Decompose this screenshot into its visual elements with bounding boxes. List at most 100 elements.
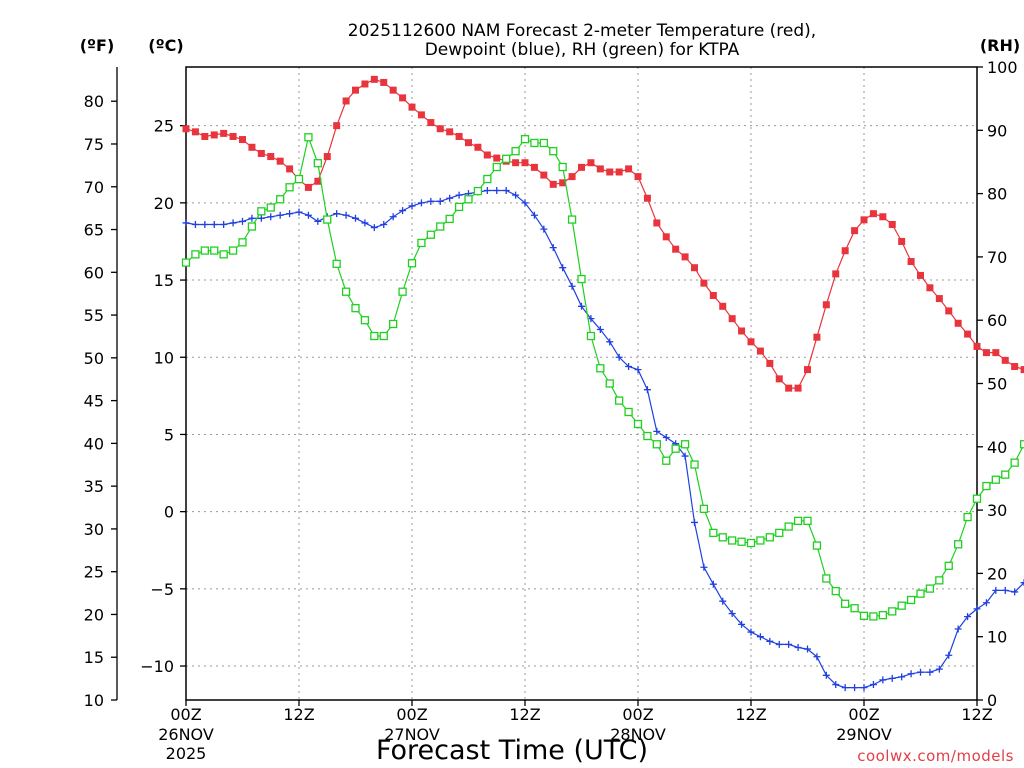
rh-point bbox=[313, 159, 322, 168]
temperature-point bbox=[964, 330, 972, 338]
rh-point bbox=[1010, 458, 1019, 467]
temperature-point bbox=[210, 131, 218, 139]
rh-tick-label: 100 bbox=[987, 58, 1018, 77]
rh-point bbox=[596, 364, 605, 373]
dewpoint-point bbox=[869, 681, 877, 689]
fahrenheit-tick-label: 70 bbox=[84, 178, 104, 197]
temperature-point bbox=[681, 253, 689, 261]
rh-point bbox=[850, 604, 859, 613]
dewpoint-point bbox=[493, 187, 501, 195]
dewpoint-point bbox=[352, 214, 359, 222]
temperature-point bbox=[643, 194, 651, 202]
rh-point bbox=[454, 202, 464, 212]
rh-axis-label: (RH) bbox=[980, 36, 1020, 55]
dewpoint-point bbox=[361, 219, 369, 227]
dewpoint-point bbox=[314, 217, 322, 225]
temperature-point bbox=[728, 315, 736, 323]
dewpoint-series bbox=[182, 187, 1024, 692]
celsius-tick-label: 10 bbox=[154, 348, 174, 367]
dewpoint-point bbox=[964, 613, 972, 621]
temperature-point bbox=[370, 75, 378, 83]
temperature-point bbox=[898, 237, 906, 245]
dewpoint-point bbox=[521, 199, 529, 207]
temperature-point bbox=[888, 220, 896, 228]
temperature-point bbox=[982, 349, 990, 357]
rh-point bbox=[351, 304, 360, 313]
x-tick-label: 12Z bbox=[735, 705, 766, 724]
temperature-point bbox=[465, 139, 472, 147]
temperature-point bbox=[446, 128, 454, 136]
rh-point bbox=[605, 379, 614, 388]
dewpoint-point bbox=[954, 625, 962, 633]
dewpoint-point bbox=[389, 213, 397, 221]
dewpoint-point bbox=[775, 640, 783, 648]
rh-point bbox=[464, 195, 473, 204]
x-tick-label: 00Z bbox=[396, 705, 427, 724]
x-tick-label: 00Z bbox=[170, 705, 201, 724]
rh-point bbox=[181, 258, 191, 267]
temperature-point bbox=[512, 159, 520, 167]
fahrenheit-tick-label: 15 bbox=[84, 648, 104, 667]
fahrenheit-tick-label: 65 bbox=[84, 221, 104, 240]
rh-point bbox=[304, 133, 313, 142]
temperature-series bbox=[182, 75, 1024, 392]
rh-point bbox=[238, 238, 247, 247]
temperature-point bbox=[361, 80, 369, 88]
temperature-point bbox=[399, 94, 407, 102]
dewpoint-point bbox=[304, 211, 312, 219]
celsius-tick-label: −5 bbox=[150, 580, 174, 599]
temperature-point bbox=[248, 143, 256, 151]
fahrenheit-tick-label: 40 bbox=[84, 434, 104, 453]
dewpoint-point bbox=[860, 684, 868, 692]
dewpoint-point bbox=[370, 224, 378, 232]
rh-point bbox=[784, 522, 793, 531]
rh-point bbox=[793, 516, 803, 526]
dewpoint-point bbox=[907, 670, 915, 678]
dewpoint-point bbox=[982, 599, 990, 607]
rh-point bbox=[746, 538, 756, 548]
celsius-tick-label: 0 bbox=[164, 503, 174, 522]
temperature-point bbox=[719, 302, 727, 310]
rh-point bbox=[709, 528, 718, 538]
dewpoint-point bbox=[851, 684, 859, 692]
dewpoint-point bbox=[935, 665, 943, 673]
rh-point bbox=[210, 246, 219, 255]
rh-tick-label: 0 bbox=[987, 691, 997, 710]
dewpoint-point bbox=[662, 434, 670, 442]
temperature-point bbox=[775, 375, 783, 383]
dewpoint-point bbox=[408, 202, 416, 210]
temperature-point bbox=[191, 128, 199, 136]
rh-point bbox=[577, 274, 586, 284]
chart-title-line2: Dewpoint (blue), RH (green) for KTPA bbox=[425, 40, 740, 60]
temperature-point bbox=[220, 129, 228, 137]
temperature-point bbox=[822, 301, 830, 309]
temperature-point bbox=[973, 342, 981, 350]
dewpoint-point bbox=[596, 325, 604, 333]
temperature-point bbox=[568, 173, 576, 181]
dewpoint-point bbox=[380, 220, 388, 228]
temperature-point bbox=[380, 78, 388, 86]
rh-point bbox=[935, 576, 944, 585]
rh-point bbox=[247, 222, 257, 231]
temperature-point bbox=[587, 159, 595, 167]
temperature-point bbox=[954, 319, 962, 327]
temperature-point bbox=[869, 210, 877, 218]
dewpoint-point bbox=[248, 214, 256, 222]
x-axis-title: Forecast Time (UTC) bbox=[376, 735, 648, 766]
temperature-point bbox=[333, 122, 341, 130]
temperature-point bbox=[455, 132, 463, 140]
temperature-point bbox=[474, 143, 482, 151]
dewpoint-point bbox=[436, 197, 444, 205]
dewpoint-point bbox=[917, 668, 924, 676]
rh-point bbox=[266, 203, 275, 212]
temperature-point bbox=[267, 153, 275, 161]
rh-point bbox=[944, 561, 953, 570]
rh-point bbox=[483, 174, 492, 184]
dewpoint-point bbox=[502, 187, 510, 195]
rh-point bbox=[530, 138, 539, 148]
dewpoint-point bbox=[813, 653, 821, 661]
temperature-point bbox=[860, 216, 868, 224]
temperature-point bbox=[559, 179, 567, 187]
temperature-point bbox=[841, 247, 849, 255]
dewpoint-point bbox=[606, 338, 614, 346]
